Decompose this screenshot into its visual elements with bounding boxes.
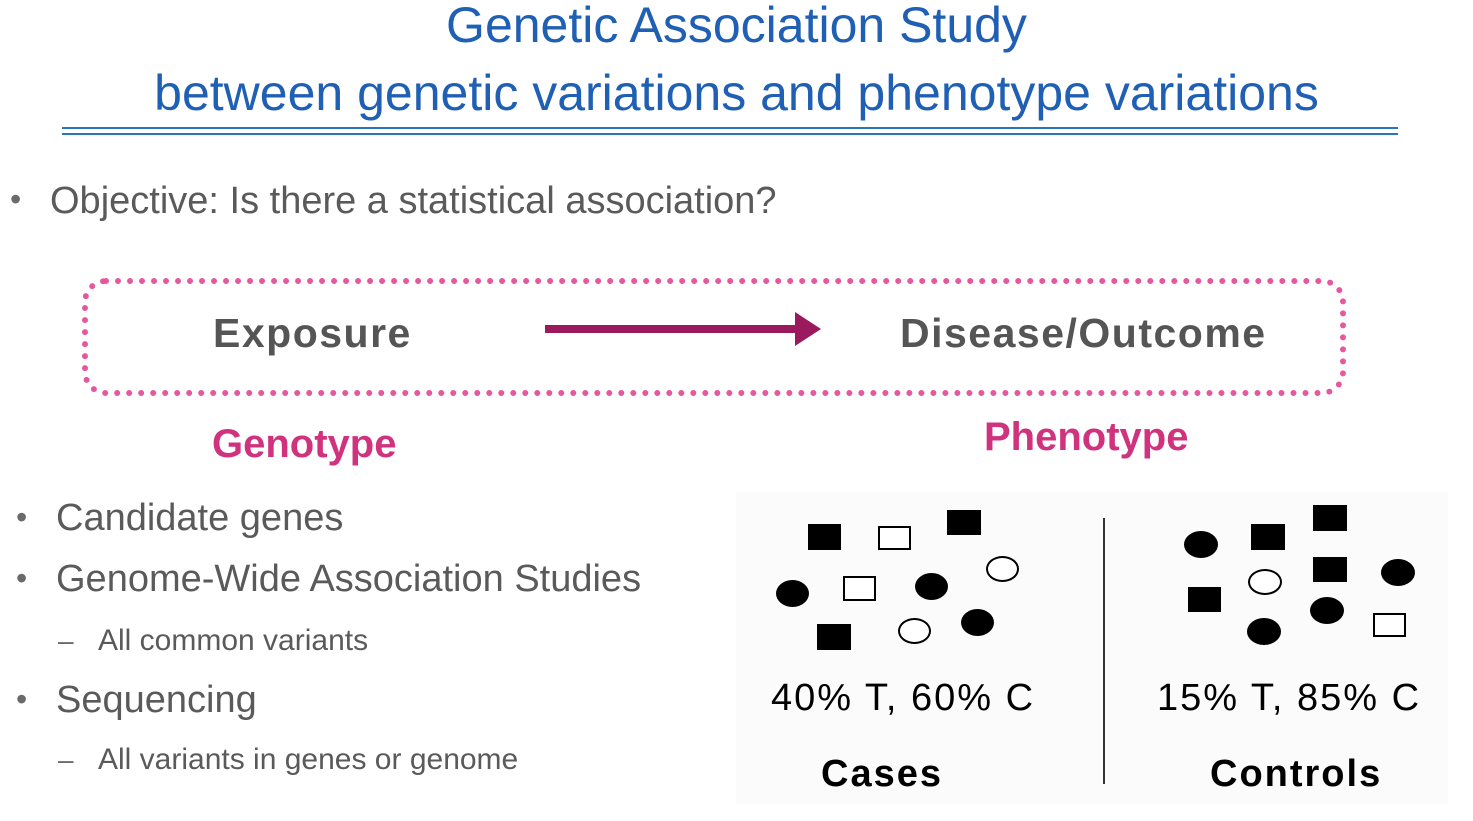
bullet-dot: • xyxy=(16,499,28,535)
filled-circle-icon xyxy=(776,580,809,607)
bullet-dot: • xyxy=(10,181,22,217)
filled-circle-icon xyxy=(1381,559,1415,586)
phenotype-label: Phenotype xyxy=(984,415,1189,459)
filled-square-icon xyxy=(1313,557,1347,582)
filled-square-icon xyxy=(1313,505,1347,531)
filled-square-icon xyxy=(808,524,841,550)
filled-circle-icon xyxy=(1247,618,1281,645)
title-underline xyxy=(62,127,1398,129)
open-square-icon xyxy=(843,576,876,601)
open-square-icon xyxy=(1373,613,1406,637)
exposure-outcome-frame xyxy=(82,278,1346,396)
sub-bullet-all-variants: All variants in genes or genome xyxy=(98,743,519,776)
controls-frequency: 15% T, 85% C xyxy=(1157,677,1422,719)
bullet-dot: • xyxy=(16,681,28,717)
open-circle-icon xyxy=(986,556,1019,582)
sub-bullet-common-variants: All common variants xyxy=(98,624,369,657)
filled-square-icon xyxy=(1188,587,1221,612)
exposure-label: Exposure xyxy=(213,310,412,356)
objective-text: Objective: Is there a statistical associ… xyxy=(50,180,777,222)
title-line-2: between genetic variations and phenotype… xyxy=(154,65,1319,121)
filled-square-icon xyxy=(947,510,981,535)
title-line-1: Genetic Association Study xyxy=(446,0,1027,53)
filled-circle-icon xyxy=(1184,531,1218,558)
open-circle-icon xyxy=(1248,569,1282,595)
filled-circle-icon xyxy=(1310,597,1344,624)
sub-bullet-dash: – xyxy=(58,625,74,656)
bullet-gwas: Genome-Wide Association Studies xyxy=(56,558,642,600)
filled-circle-icon xyxy=(961,609,994,636)
open-circle-icon xyxy=(898,618,931,644)
controls-label: Controls xyxy=(1210,753,1383,795)
bullet-sequencing: Sequencing xyxy=(56,679,257,721)
open-square-icon xyxy=(878,526,911,550)
disease-outcome-label: Disease/Outcome xyxy=(900,310,1267,356)
genotype-label: Genotype xyxy=(212,422,397,466)
filled-square-icon xyxy=(817,624,851,650)
sub-bullet-dash: – xyxy=(58,744,74,775)
bullet-candidate-genes: Candidate genes xyxy=(56,497,344,539)
filled-circle-icon xyxy=(915,573,948,600)
cases-label: Cases xyxy=(821,753,943,795)
filled-square-icon xyxy=(1251,524,1285,550)
arrow-right-icon xyxy=(545,312,821,346)
panel-divider xyxy=(1103,518,1105,784)
title-underline-2 xyxy=(62,133,1398,135)
cases-frequency: 40% T, 60% C xyxy=(771,677,1036,719)
bullet-dot: • xyxy=(16,560,28,596)
case-control-panel xyxy=(736,492,1448,804)
